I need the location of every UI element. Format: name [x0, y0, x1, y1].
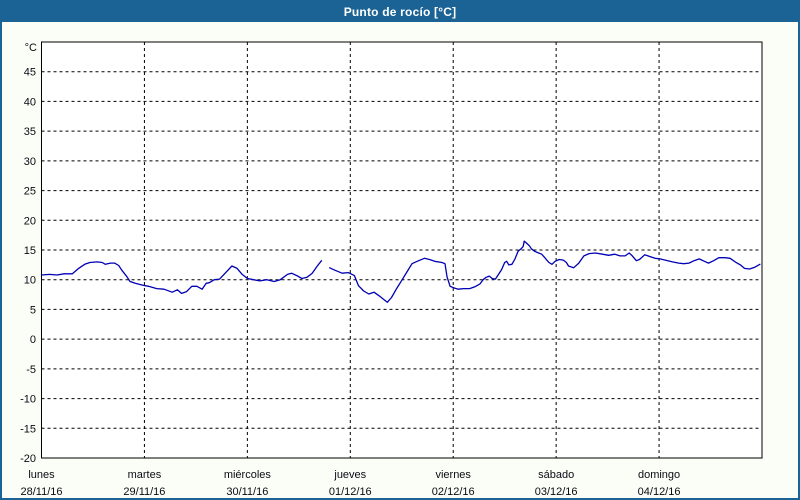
x-day-label: domingo	[638, 469, 680, 481]
y-tick-label: 40	[24, 96, 36, 108]
x-date-label: 03/12/16	[535, 486, 578, 498]
y-axis-unit-label: °C	[25, 42, 37, 54]
x-day-label: miércoles	[224, 469, 272, 481]
x-day-label: jueves	[333, 469, 366, 481]
y-tick-label: 0	[30, 334, 36, 346]
x-day-label: viernes	[435, 469, 471, 481]
y-tick-label: -15	[20, 423, 36, 435]
chart-title: Punto de rocío [°C]	[343, 5, 457, 19]
x-date-label: 04/12/16	[638, 486, 681, 498]
x-date-label: 01/12/16	[329, 486, 372, 498]
x-day-label: lunes	[28, 469, 55, 481]
y-tick-label: 35	[24, 126, 36, 138]
y-tick-label: -20	[20, 453, 36, 465]
x-date-label: 02/12/16	[432, 486, 475, 498]
y-tick-label: 5	[30, 304, 36, 316]
y-tick-label: 25	[24, 186, 36, 198]
y-tick-label: 45	[24, 67, 36, 79]
dewpoint-chart: 45 40 35 30 25 20 15 10 5 0 -5 -10 -15 -20 °C lunes 28/1…	[20, 41, 763, 498]
x-day-label: sábado	[538, 469, 574, 481]
dewpoint-series-line	[40, 260, 323, 295]
x-date-label: 29/11/16	[123, 486, 165, 498]
y-tick-label: -5	[26, 364, 36, 376]
plot-frame	[41, 41, 763, 459]
y-tick-label: 20	[24, 215, 36, 227]
x-date-label: 30/11/16	[226, 486, 268, 498]
x-day-label: martes	[128, 469, 162, 481]
y-tick-label: 15	[24, 245, 36, 257]
chart-titlebar: Punto de rocío [°C]	[2, 2, 798, 22]
dewpoint-series-line	[329, 240, 761, 303]
y-tick-label: 30	[24, 156, 36, 168]
x-date-label: 28/11/16	[20, 486, 62, 498]
y-tick-label: -10	[20, 394, 36, 406]
y-tick-label: 10	[24, 275, 36, 287]
